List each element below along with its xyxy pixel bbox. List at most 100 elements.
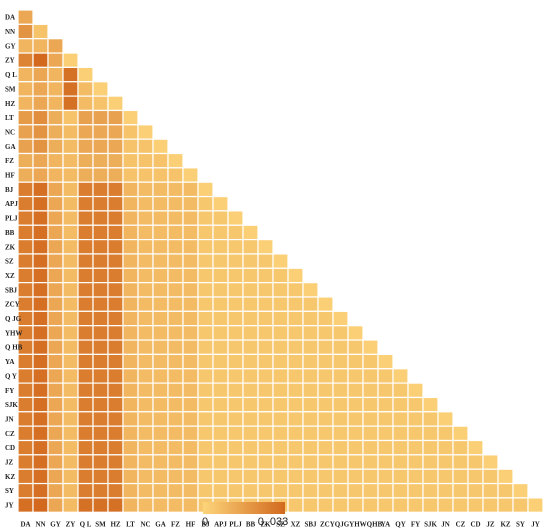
heatmap-cell-QJG-ZK (257, 310, 274, 327)
heatmap-cell-SY-QL (77, 482, 94, 499)
heatmap-cell-SZ-HZ (107, 253, 124, 269)
heatmap-cell-ZCY-HF (182, 296, 199, 312)
heatmap-cell-SBJ-BJ (197, 282, 214, 298)
heatmap-cell-CZ-SM (92, 425, 109, 442)
heatmap-cell-SBJ-QL (77, 282, 94, 298)
heatmap-cell-QHB-ZCY (317, 339, 334, 355)
heatmap-cell-BB-FZ (167, 224, 184, 241)
y-tick-label-FY: FY (5, 387, 14, 395)
heatmap-cell-QHB-SBJ (302, 339, 319, 355)
heatmap-cell-SZ-HF (182, 253, 199, 269)
heatmap-cell-SZ-GY (47, 253, 64, 269)
heatmap-cell-ZK-HF (182, 239, 199, 255)
heatmap-cell-QJG-BB (242, 310, 259, 327)
heatmap-cell-CZ-NC (137, 425, 154, 442)
heatmap-cell-NC-NN (32, 124, 49, 140)
heatmap-cell-PLJ-GY (47, 210, 64, 226)
heatmap-cell-JY-YA (377, 497, 394, 513)
heatmap-cell-KZ-FZ (167, 468, 184, 485)
heatmap-cell-JZ-BJ (197, 454, 214, 470)
heatmap-cell-YA-BB (242, 353, 259, 370)
heatmap-cell-APJ-QL (77, 195, 94, 212)
heatmap-cell-ZK-BB (242, 239, 259, 255)
heatmap-cell-FY-NN (32, 382, 49, 399)
heatmap-cell-JN-XZ (287, 411, 304, 427)
heatmap-cell-APJ-GY (47, 195, 64, 212)
heatmap-cell-BB-GA (152, 224, 169, 241)
heatmap-cell-JY-CZ (452, 497, 469, 513)
heatmap-cell-SJK-GA (152, 396, 169, 413)
heatmap-cell-SY-BB (242, 482, 259, 499)
heatmap-cell-YHW-SZ (272, 325, 289, 341)
heatmap-cell-ZCY-GY (47, 296, 64, 312)
heatmap-cell-FY-XZ (287, 382, 304, 399)
heatmap-cell-BB-LT (122, 224, 139, 241)
heatmap-cell-YHW-GA (152, 325, 169, 341)
heatmap-cell-SZ-ZK (257, 253, 274, 269)
heatmap-cell-JZ-GA (152, 454, 169, 470)
heatmap-cell-ZK-SM (92, 239, 109, 255)
heatmap-cell-KZ-YA (377, 468, 394, 485)
heatmap-cell-JZ-YHW (347, 454, 364, 470)
heatmap-cell-JY-JY (527, 497, 544, 513)
heatmap-cell-ZCY-FZ (167, 296, 184, 312)
heatmap-cell-JY-DA (17, 497, 34, 513)
heatmap-cell-QJG-ZCY (317, 310, 334, 327)
heatmap-cell-SBJ-XZ (287, 282, 304, 298)
heatmap-cell-CD-YHW (347, 439, 364, 456)
heatmap-cell-FY-FZ (167, 382, 184, 399)
heatmap-cell-CD-ZK (257, 439, 274, 456)
heatmap-cell-LT-ZY (62, 109, 79, 126)
heatmap-cell-SBJ-APJ (212, 282, 229, 298)
heatmap-cell-YA-LT (122, 353, 139, 370)
heatmap-cell-NC-GY (47, 124, 64, 140)
heatmap-cell-QY-SBJ (302, 368, 319, 384)
heatmap-cell-QHB-GY (47, 339, 64, 355)
heatmap-cell-QHB-HZ (107, 339, 124, 355)
heatmap-cell-JZ-YA (377, 454, 394, 470)
heatmap-cell-PLJ-HF (182, 210, 199, 226)
heatmap-cell-SY-ZY (62, 482, 79, 499)
heatmap-cell-SY-APJ (212, 482, 229, 499)
heatmap-cell-SBJ-NN (32, 282, 49, 298)
heatmap-cell-JN-YHW (347, 411, 364, 427)
heatmap-cell-CD-SM (92, 439, 109, 456)
heatmap-cell-APJ-ZY (62, 195, 79, 212)
x-tick-label-KZ: KZ (500, 520, 510, 528)
x-tick-label-XZ: XZ (291, 520, 301, 528)
heatmap-cell-QY-XZ (287, 368, 304, 384)
y-tick-label-YA: YA (5, 358, 14, 366)
heatmap-cell-QY-GY (47, 368, 64, 384)
heatmap-cell-JZ-SM (92, 454, 109, 470)
heatmap-cell-CZ-ZK (257, 425, 274, 442)
heatmap-cell-SBJ-SBJ (302, 282, 319, 298)
heatmap-cell-SY-SY (512, 482, 529, 499)
heatmap-cell-ZCY-DA (17, 296, 34, 312)
heatmap-cell-FZ-FZ (167, 152, 184, 169)
heatmap-cell-QL-QL (77, 66, 94, 83)
heatmap-cell-SJK-SM (92, 396, 109, 413)
heatmap-cell-BB-NN (32, 224, 49, 241)
y-tick-label-DA: DA (5, 14, 15, 22)
heatmap-cell-JZ-XZ (287, 454, 304, 470)
heatmap-cell-YHW-PLJ (227, 325, 244, 341)
color-legend: 0 0. 033 (202, 502, 288, 528)
heatmap-cell-QY-HF (182, 368, 199, 384)
heatmap-cell-QHB-BB (242, 339, 259, 355)
heatmap-cell-SY-YA (377, 482, 394, 499)
heatmap-cell-CD-LT (122, 439, 139, 456)
heatmap-cell-BB-QL (77, 224, 94, 241)
heatmap-cell-JN-DA (17, 411, 34, 427)
heatmap-cell-QY-ZK (257, 368, 274, 384)
heatmap-cell-JZ-SZ (272, 454, 289, 470)
heatmap-cell-JZ-CD (467, 454, 484, 470)
heatmap-cell-KZ-HF (182, 468, 199, 485)
heatmap-cell-NC-HZ (107, 124, 124, 140)
heatmap-cell-ZCY-XZ (287, 296, 304, 312)
heatmap-cell-QJG-GA (152, 310, 169, 327)
heatmap-cell-YA-APJ (212, 353, 229, 370)
x-tick-label-GY: GY (50, 520, 61, 528)
heatmap-cell-FZ-NN (32, 152, 49, 169)
heatmap-cell-SY-LT (122, 482, 139, 499)
heatmap-cell-PLJ-LT (122, 210, 139, 226)
